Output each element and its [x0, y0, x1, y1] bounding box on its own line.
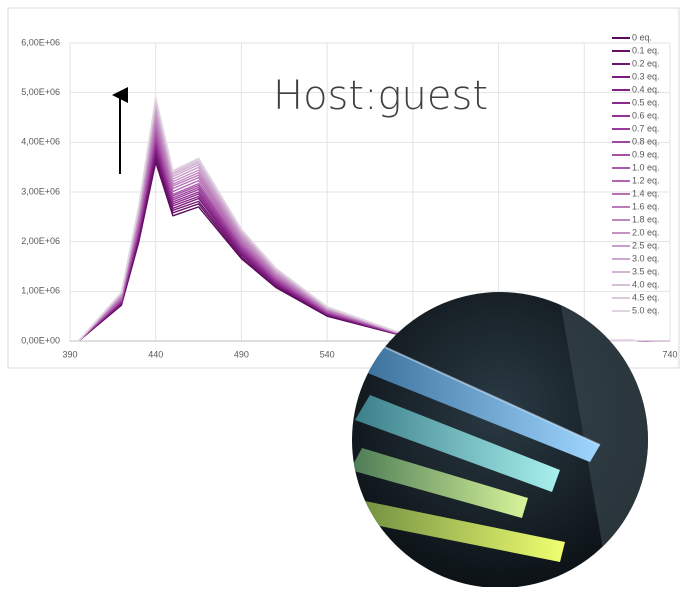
- legend-label: 0 eq.: [632, 32, 652, 42]
- y-tick-label: 0,00E+00: [21, 335, 60, 345]
- legend-label: 2.0 eq.: [632, 227, 660, 237]
- legend-label: 1.6 eq.: [632, 201, 660, 211]
- y-tick-label: 1,00E+06: [21, 286, 60, 296]
- legend-label: 0.7 eq.: [632, 123, 660, 133]
- legend-label: 2.5 eq.: [632, 240, 660, 250]
- legend-label: 0.8 eq.: [632, 136, 660, 146]
- x-tick-label: 440: [148, 349, 163, 359]
- y-tick-label: 4,00E+06: [21, 137, 60, 147]
- chart-frame: [7, 7, 680, 369]
- legend-label: 3.5 eq.: [632, 266, 660, 276]
- legend-label: 0.4 eq.: [632, 84, 660, 94]
- x-tick-label: 540: [320, 349, 335, 359]
- legend-label: 3.0 eq.: [632, 253, 660, 263]
- y-tick-label: 3,00E+06: [21, 186, 60, 196]
- y-tick-label: 6,00E+06: [21, 37, 60, 47]
- legend-label: 0.5 eq.: [632, 97, 660, 107]
- legend-label: 4.5 eq.: [632, 292, 660, 302]
- x-tick-label: 390: [62, 349, 77, 359]
- legend-label: 1.2 eq.: [632, 175, 660, 185]
- y-tick-label: 5,00E+06: [21, 87, 60, 97]
- legend-label: 4.0 eq.: [632, 279, 660, 289]
- legend-label: 5.0 eq.: [632, 305, 660, 315]
- annotation: Host:guest: [273, 73, 488, 119]
- y-tick-label: 2,00E+06: [21, 236, 60, 246]
- legend-label: 0.6 eq.: [632, 110, 660, 120]
- x-tick-label: 490: [234, 349, 249, 359]
- legend-label: 0.3 eq.: [632, 71, 660, 81]
- legend-label: 0.2 eq.: [632, 58, 660, 68]
- x-tick-label: 740: [662, 349, 677, 359]
- legend-label: 0.1 eq.: [632, 45, 660, 55]
- legend-label: 1.4 eq.: [632, 188, 660, 198]
- legend-label: 1.8 eq.: [632, 214, 660, 224]
- legend-label: 0.9 eq.: [632, 149, 660, 159]
- legend-label: 1.0 eq.: [632, 162, 660, 172]
